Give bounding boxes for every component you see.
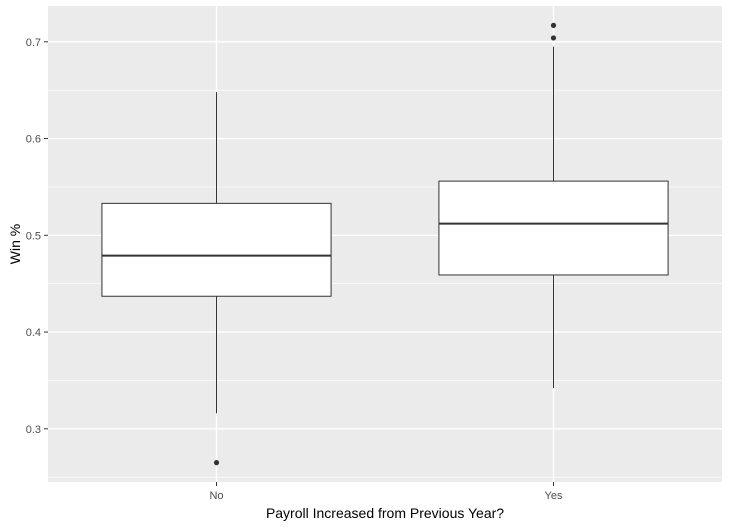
x-tick-label: No xyxy=(209,490,223,502)
box-series xyxy=(101,22,669,466)
y-tick-label: 0.3 xyxy=(26,424,41,436)
outlier-point xyxy=(550,22,557,28)
y-tick-label: 0.5 xyxy=(26,230,41,242)
y-axis: 0.3 0.4 0.5 0.6 0.7 xyxy=(26,37,48,436)
y-axis-title: Win % xyxy=(7,224,23,264)
outlier-point xyxy=(550,35,557,41)
y-tick-label: 0.4 xyxy=(26,327,41,339)
iqr-box xyxy=(438,180,669,276)
outlier-point xyxy=(213,460,220,466)
box-yes xyxy=(438,22,669,389)
x-tick-label: Yes xyxy=(545,490,563,502)
box-no xyxy=(101,92,332,466)
x-axis-title: Payroll Increased from Previous Year? xyxy=(266,505,504,521)
y-tick-label: 0.6 xyxy=(26,134,41,146)
y-tick-label: 0.7 xyxy=(26,37,41,49)
x-axis: No Yes xyxy=(209,482,563,502)
iqr-box xyxy=(101,202,332,297)
